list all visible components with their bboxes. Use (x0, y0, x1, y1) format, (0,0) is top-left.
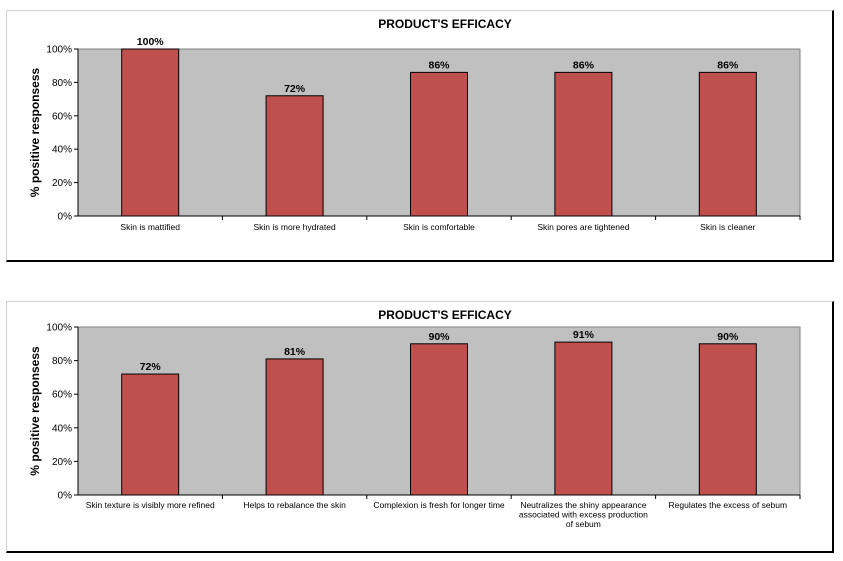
bar (121, 48, 180, 217)
y-axis-title: % positive responsess (28, 67, 42, 197)
x-tick-label: of sebum (566, 519, 601, 529)
data-label: 86% (428, 59, 450, 71)
x-tick-label: Complexion is fresh for longer time (373, 500, 505, 510)
data-label: 90% (428, 331, 450, 343)
y-tick-label: 60% (52, 390, 72, 401)
chart-title: PRODUCT'S EFFICACY (378, 17, 512, 31)
x-tick-label: Skin texture is visibly more refined (86, 500, 215, 510)
data-label: 72% (140, 361, 162, 373)
y-tick-label: 80% (52, 356, 72, 367)
y-tick-label: 20% (52, 457, 72, 468)
x-tick-label: Skin pores are tightened (537, 222, 629, 232)
data-label: 81% (284, 346, 306, 358)
chart-title: PRODUCT'S EFFICACY (378, 308, 512, 322)
y-tick-label: 60% (52, 111, 72, 122)
y-tick-label: 40% (52, 145, 72, 156)
bar-chart-efficacy-2: PRODUCT'S EFFICACY 0% 20% 40% 60% 80% 100% % po… (28, 308, 801, 529)
y-tick-label: 0% (58, 212, 73, 223)
chart-panel-efficacy-1: PRODUCT'S EFFICACY 0% 20% 40% 60% 80% 100% % po… (6, 10, 834, 262)
bar (698, 71, 757, 217)
data-label: 72% (284, 83, 306, 95)
bar (121, 373, 180, 496)
x-tick-label: Neutralizes the shiny appearance (520, 500, 646, 510)
bar (265, 358, 324, 496)
x-tick-label: Skin is comfortable (403, 222, 475, 232)
y-tick-label: 40% (52, 423, 72, 434)
bar-chart-efficacy-1: PRODUCT'S EFFICACY 0% 20% 40% 60% 80% 100% % po… (28, 17, 801, 232)
chart-panel-efficacy-2: PRODUCT'S EFFICACY 0% 20% 40% 60% 80% 100% % po… (6, 301, 834, 553)
x-tick-label: associated with excess production (519, 510, 648, 520)
x-tick-label: Regulates the excess of sebum (669, 500, 788, 510)
x-tick-label: Skin is mattified (120, 222, 180, 232)
data-label: 86% (717, 59, 739, 71)
bar (265, 95, 324, 217)
x-tick-label: Skin is cleaner (700, 222, 755, 232)
y-axis-title: % positive responsess (28, 346, 42, 476)
data-label: 91% (573, 329, 595, 341)
x-tick-label: Helps to rebalance the skin (243, 500, 346, 510)
data-label: 90% (717, 331, 739, 343)
bar (410, 343, 468, 496)
y-tick-label: 80% (52, 78, 72, 89)
x-tick-label: Skin is more hydrated (253, 222, 335, 232)
data-label: 86% (573, 59, 595, 71)
y-tick-label: 0% (58, 491, 73, 502)
bar (554, 341, 613, 496)
y-tick-label: 100% (46, 323, 72, 334)
y-tick-label: 20% (52, 178, 72, 189)
data-label: 100% (137, 36, 165, 48)
bar (698, 343, 757, 496)
bar (410, 71, 468, 217)
y-tick-label: 100% (46, 45, 72, 56)
bar (554, 71, 613, 217)
